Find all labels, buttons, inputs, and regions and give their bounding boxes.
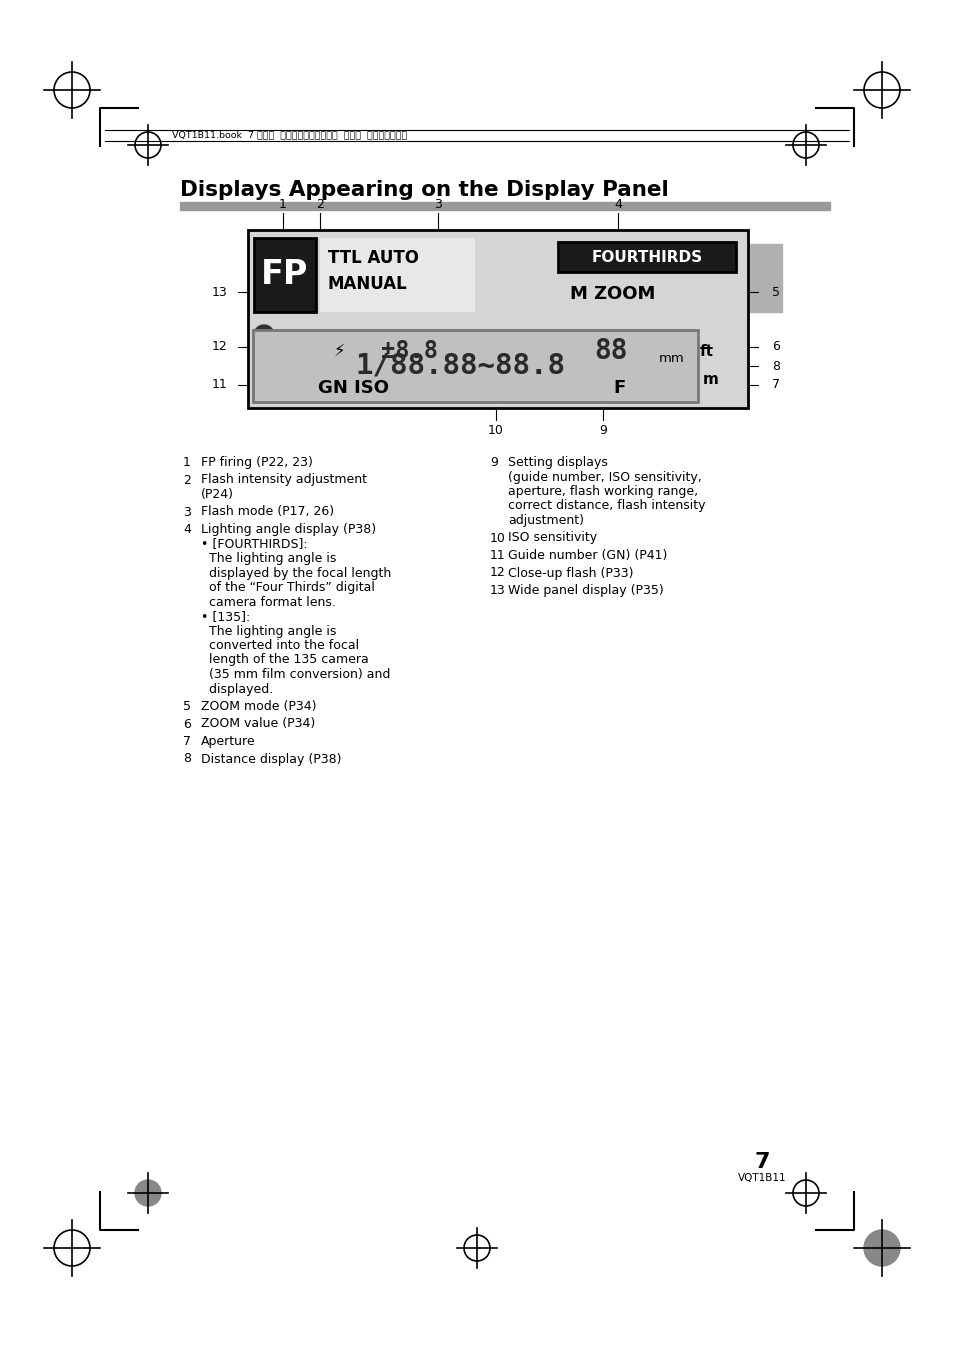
Text: adjustment): adjustment) — [507, 514, 583, 527]
Text: FP: FP — [261, 259, 309, 291]
Text: 2: 2 — [315, 198, 324, 212]
Text: Setting displays: Setting displays — [507, 456, 607, 469]
Text: The lighting angle is: The lighting angle is — [201, 551, 336, 565]
Text: Guide number (GN) (P41): Guide number (GN) (P41) — [507, 549, 667, 562]
Text: MANUAL: MANUAL — [328, 275, 407, 293]
Text: 9: 9 — [490, 456, 497, 469]
Bar — [359, 334, 459, 367]
Bar — [180, 202, 829, 210]
Text: mm: mm — [659, 352, 684, 365]
Text: 8: 8 — [183, 752, 191, 766]
Text: 8: 8 — [771, 360, 780, 372]
Text: length of the 135 camera: length of the 135 camera — [201, 654, 369, 666]
Text: correct distance, flash intensity: correct distance, flash intensity — [507, 500, 705, 512]
Text: 5: 5 — [771, 286, 780, 298]
Bar — [322, 338, 355, 364]
Text: FP firing (P22, 23): FP firing (P22, 23) — [201, 456, 313, 469]
Text: 11: 11 — [490, 549, 505, 562]
Text: FOURTHIRDS: FOURTHIRDS — [591, 249, 701, 264]
Circle shape — [253, 325, 274, 345]
Text: 88: 88 — [594, 337, 627, 365]
Text: (guide number, ISO sensitivity,: (guide number, ISO sensitivity, — [507, 470, 701, 484]
Text: 7: 7 — [183, 735, 191, 748]
Text: 1/88.88~88.8: 1/88.88~88.8 — [355, 352, 565, 380]
Text: 3: 3 — [434, 198, 441, 212]
Text: VQT1B11.book  7 ページ  ２００６年８月３１日  木曜日  午後４時３６分: VQT1B11.book 7 ページ ２００６年８月３１日 木曜日 午後４時３６… — [172, 131, 407, 139]
Text: ±8.8: ±8.8 — [381, 338, 438, 363]
Text: m: m — [702, 372, 719, 387]
Text: (P24): (P24) — [201, 488, 233, 501]
Text: (35 mm film conversion) and: (35 mm film conversion) and — [201, 669, 390, 681]
Bar — [740, 244, 781, 311]
Text: Displays Appearing on the Display Panel: Displays Appearing on the Display Panel — [180, 181, 668, 200]
Text: 2: 2 — [183, 473, 191, 487]
Text: 4: 4 — [183, 523, 191, 537]
Text: 1: 1 — [183, 456, 191, 469]
Circle shape — [135, 1180, 161, 1206]
Text: 7: 7 — [771, 379, 780, 391]
Text: displayed.: displayed. — [201, 682, 273, 696]
Text: converted into the focal: converted into the focal — [201, 639, 358, 652]
Text: 11: 11 — [212, 379, 228, 391]
Text: 9: 9 — [598, 423, 606, 437]
Text: VQT1B11: VQT1B11 — [737, 1173, 785, 1184]
Text: 7: 7 — [754, 1153, 769, 1171]
Text: GN ISO: GN ISO — [317, 379, 389, 398]
Text: Lighting angle display (P38): Lighting angle display (P38) — [201, 523, 375, 537]
Text: of the “Four Thirds” digital: of the “Four Thirds” digital — [201, 581, 375, 594]
Text: 5: 5 — [183, 700, 191, 713]
Text: ft: ft — [700, 345, 713, 360]
Text: Flash mode (P17, 26): Flash mode (P17, 26) — [201, 506, 334, 519]
Text: The lighting angle is: The lighting angle is — [201, 624, 336, 638]
Text: 3: 3 — [183, 506, 191, 519]
Text: ⚡: ⚡ — [333, 342, 344, 360]
Text: Close-up flash (P33): Close-up flash (P33) — [507, 566, 633, 580]
Text: displayed by the focal length: displayed by the focal length — [201, 566, 391, 580]
Text: TTL AUTO: TTL AUTO — [328, 249, 418, 267]
Bar — [319, 239, 475, 311]
Text: Aperture: Aperture — [201, 735, 255, 748]
Text: 13: 13 — [490, 584, 505, 597]
Text: Flash intensity adjustment: Flash intensity adjustment — [201, 473, 367, 487]
Text: 6: 6 — [771, 341, 780, 353]
Bar — [565, 333, 656, 369]
Bar — [253, 345, 284, 369]
Text: 1: 1 — [279, 198, 287, 212]
Text: 6: 6 — [183, 717, 191, 731]
Bar — [558, 243, 735, 272]
Text: 13: 13 — [212, 286, 228, 298]
Text: Distance display (P38): Distance display (P38) — [201, 752, 341, 766]
Circle shape — [863, 1229, 899, 1266]
Bar — [248, 231, 747, 408]
Text: ISO sensitivity: ISO sensitivity — [507, 531, 597, 545]
Text: M ZOOM: M ZOOM — [569, 284, 655, 303]
Text: 10: 10 — [488, 423, 503, 437]
Bar — [253, 239, 315, 311]
Text: 12: 12 — [212, 341, 228, 353]
Text: 12: 12 — [490, 566, 505, 580]
Text: camera format lens.: camera format lens. — [201, 596, 335, 608]
Text: ZOOM mode (P34): ZOOM mode (P34) — [201, 700, 316, 713]
Text: aperture, flash working range,: aperture, flash working range, — [507, 485, 698, 497]
Text: Wide panel display (P35): Wide panel display (P35) — [507, 584, 663, 597]
Text: 10: 10 — [490, 531, 505, 545]
Text: 4: 4 — [614, 198, 621, 212]
Text: • [FOURTHIRDS]:: • [FOURTHIRDS]: — [201, 538, 307, 550]
Bar — [253, 330, 698, 402]
Text: ZOOM value (P34): ZOOM value (P34) — [201, 717, 314, 731]
Text: F: F — [613, 379, 624, 398]
Text: • [135]:: • [135]: — [201, 611, 250, 623]
